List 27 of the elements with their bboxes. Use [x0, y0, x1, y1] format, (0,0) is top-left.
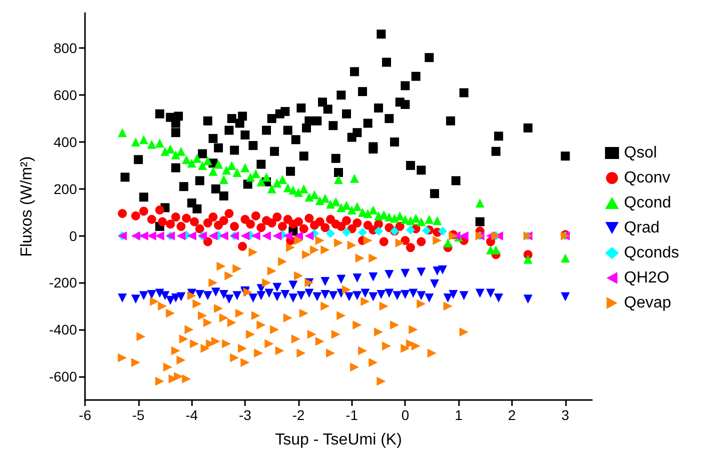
y-tick-label: 800 [54, 40, 78, 56]
y-tick-label: -200 [48, 274, 78, 291]
y-tick-label: 600 [54, 87, 78, 104]
legend-label: Qconds [624, 244, 680, 262]
y-tick-label: -400 [48, 322, 78, 338]
y-tick-label: 0 [69, 228, 78, 244]
legend-label: Qevap [624, 294, 672, 312]
y-tick-label: 400 [54, 134, 78, 150]
x-axis-title: Tsup - TseUmi (K) [275, 432, 402, 448]
x-tick-label: -1 [346, 407, 358, 423]
x-tick-label: 0 [401, 407, 410, 423]
legend-label: QH2O [624, 270, 670, 286]
y-tick-label: 200 [54, 180, 78, 197]
x-tick-label: 3 [561, 407, 570, 423]
legend-label: Qrad [624, 220, 660, 236]
legend-label: Qsol [624, 144, 657, 162]
legend-label: Qcond [624, 194, 672, 212]
x-tick-label: 2 [508, 407, 516, 423]
x-tick-label: -5 [132, 407, 145, 423]
x-tick-label: -2 [292, 407, 305, 423]
legend-label: Qconv [624, 170, 670, 186]
y-axis-title: Fluxos (W/m²) [18, 156, 36, 257]
x-tick-label: 1 [454, 407, 463, 423]
x-tick-label: -6 [78, 407, 92, 423]
y-tick-label: -600 [48, 368, 78, 385]
x-tick-label: -4 [186, 407, 198, 423]
x-tick-label: -3 [238, 407, 252, 423]
